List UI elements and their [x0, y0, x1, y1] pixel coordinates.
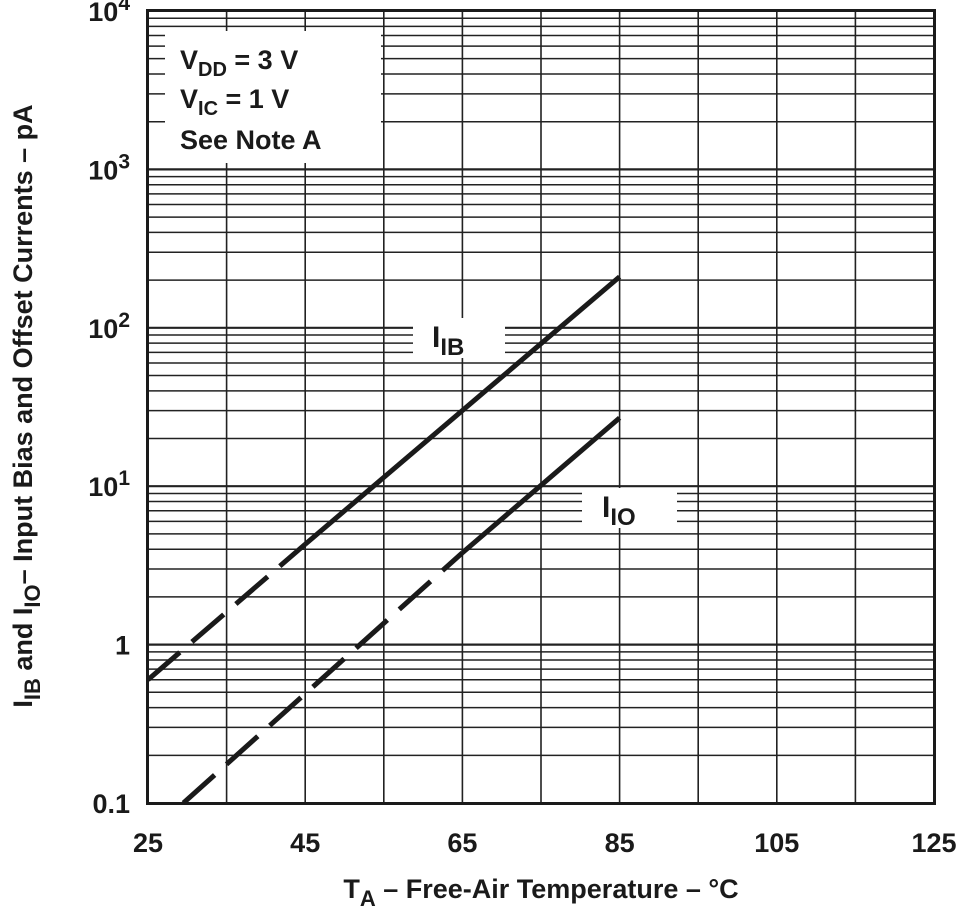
series-IIB-solid [303, 274, 622, 547]
y-axis-label: IIB and IIO– Input Bias and Offset Curre… [8, 104, 45, 707]
label-bg-iib [413, 318, 505, 358]
conditions-note-box [165, 31, 381, 163]
series-IIO-solid [460, 415, 622, 555]
label-bg-iio [582, 488, 677, 528]
y-tick-label: 102 [88, 309, 130, 344]
conditions-note: VDD = 3 V VIC = 1 V See Note A [165, 31, 381, 163]
grid [148, 11, 934, 803]
x-tick-label: 45 [290, 828, 320, 858]
y-tick-label: 104 [88, 0, 130, 27]
x-tick-label: 105 [754, 828, 799, 858]
series-IIB-dashed [146, 542, 307, 682]
tick-labels: 25 45 65 85 105 125 0.1 1 101 102 103 104 [88, 0, 956, 858]
y-tick-label: 101 [88, 467, 130, 502]
plot-frame [146, 9, 936, 805]
label-iio: IIO [602, 491, 636, 531]
y-tick-label: 1 [115, 631, 130, 661]
x-tick-label: 85 [605, 828, 635, 858]
y-tick-label: 103 [88, 150, 130, 185]
x-tick-label: 65 [447, 828, 477, 858]
x-tick-label: 25 [133, 828, 163, 858]
series-layer [146, 274, 622, 805]
condition-vic: VIC = 1 V [180, 84, 289, 120]
label-iib: IIB [432, 321, 464, 361]
x-axis-label: TA – Free-Air Temperature – °C [343, 874, 738, 911]
condition-vdd: VDD = 3 V [180, 45, 298, 81]
series-IIO-dashed [181, 550, 465, 805]
series-labels: IIB IIO [413, 318, 677, 531]
condition-note-a: See Note A [180, 125, 322, 155]
x-tick-label: 125 [911, 828, 956, 858]
y-tick-label: 0.1 [92, 789, 130, 819]
